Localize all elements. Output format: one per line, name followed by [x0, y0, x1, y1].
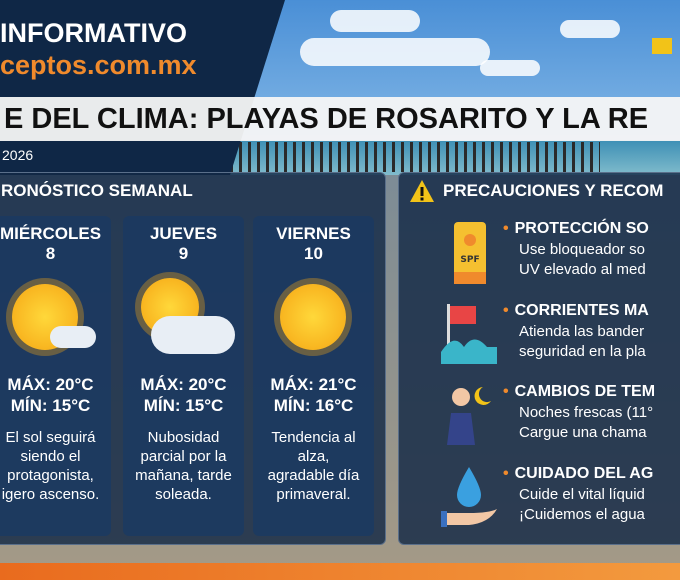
max-temp: MÁX: 20°C: [7, 375, 94, 394]
water-drop-hand-icon: [441, 467, 497, 527]
max-temp: MÁX: 20°C: [140, 375, 227, 394]
precautions-title: PRECAUCIONES Y RECOM: [443, 181, 664, 200]
day-name: VIERNES: [276, 224, 351, 243]
description-line: siendo el: [20, 448, 81, 465]
min-temp: MÍN: 15°C: [10, 396, 91, 415]
description-line: Tendencia al: [271, 429, 356, 446]
precaution-text: Cargue una chama: [519, 424, 647, 441]
day-date: 9: [178, 244, 189, 263]
forecast-panel: RONÓSTICO SEMANAL MIÉRCOLES 8 MÁX: 20°C …: [0, 172, 386, 545]
description-line: Nubosidad: [147, 429, 220, 446]
min-temp: MÍN: 16°C: [273, 396, 354, 415]
bottom-stripe: [0, 563, 680, 580]
precaution-text: seguridad en la pla: [519, 343, 646, 360]
pier: [230, 142, 600, 172]
cloud: [560, 20, 620, 38]
forecast-description: Tendencia al alza, agradable día primaveral…: [253, 428, 374, 504]
svg-text:SPF: SPF: [460, 255, 479, 265]
sun-small-cloud-icon: [0, 264, 111, 374]
max-temp: MÁX: 21°C: [270, 375, 357, 394]
description-line: protagonista,: [7, 467, 94, 484]
precaution-text: Atienda las bander: [519, 323, 645, 340]
description-line: parcial por la: [140, 448, 227, 465]
day-date: 8: [45, 244, 56, 263]
cloud: [330, 10, 420, 32]
brand-title: INFORMATIVO: [0, 18, 187, 48]
precaution-heading: CAMBIOS DE TEM: [503, 383, 655, 401]
page-title: E DEL CLIMA: PLAYAS DE ROSARITO Y LA RE: [0, 97, 680, 141]
warning-icon: [410, 180, 434, 202]
description-line: primaveral.: [276, 486, 351, 503]
brand-panel: [0, 0, 285, 175]
precaution-text: Noches frescas (11°: [519, 404, 654, 421]
description-line: mañana, tarde: [135, 467, 232, 484]
sun-icon: [253, 264, 374, 374]
description-line: soleada.: [155, 486, 212, 503]
precaution-text: Use bloqueador so: [519, 241, 645, 258]
min-temp: MÍN: 15°C: [143, 396, 224, 415]
person-jacket-moon-icon: [447, 387, 491, 445]
precaution-text: UV elevado al med: [519, 261, 646, 278]
date: 2026: [2, 147, 34, 163]
forecast-description: Nubosidad parcial por la mañana, tarde sole…: [123, 428, 244, 504]
warning-flag-waves-icon: [441, 304, 497, 364]
description-line: alza,: [297, 448, 330, 465]
forecast-card: MIÉRCOLES 8 MÁX: 20°C MÍN: 15°C El sol s…: [0, 216, 111, 536]
description-line: El sol seguirá: [5, 429, 96, 446]
day-name: JUEVES: [149, 224, 218, 243]
partly-cloudy-icon: [123, 264, 244, 374]
forecast-card: VIERNES 10 MÁX: 21°C MÍN: 16°C Tendencia…: [253, 216, 374, 536]
description-line: agradable día: [267, 467, 360, 484]
precaution-heading: CORRIENTES MA: [503, 302, 649, 320]
cloud: [300, 38, 490, 66]
precaution-heading: PROTECCIÓN SO: [503, 220, 649, 238]
day-date: 10: [304, 244, 323, 263]
yellow-flag: [652, 38, 672, 54]
forecast-card: JUEVES 9 MÁX: 20°C MÍN: 15°C Nubosidad pa…: [123, 216, 244, 536]
precaution-text: ¡Cuidemos el agua: [519, 506, 645, 523]
brand-site: ceptos.com.mx: [0, 50, 197, 80]
precaution-heading: CUIDADO DEL AG: [503, 465, 654, 483]
precaution-text: Cuide el vital líquid: [519, 486, 645, 503]
description-line: igero ascenso.: [1, 486, 100, 503]
day-name: MIÉRCOLES: [0, 224, 102, 243]
sunscreen-icon: SPF: [454, 222, 486, 284]
precautions-panel: PRECAUCIONES Y RECOM SPF PROTECCIÓN SO U…: [398, 172, 680, 545]
forecast-title: RONÓSTICO SEMANAL: [1, 181, 193, 200]
forecast-description: El sol seguirá siendo el protagonista, iger…: [0, 428, 111, 504]
cloud: [480, 60, 540, 76]
